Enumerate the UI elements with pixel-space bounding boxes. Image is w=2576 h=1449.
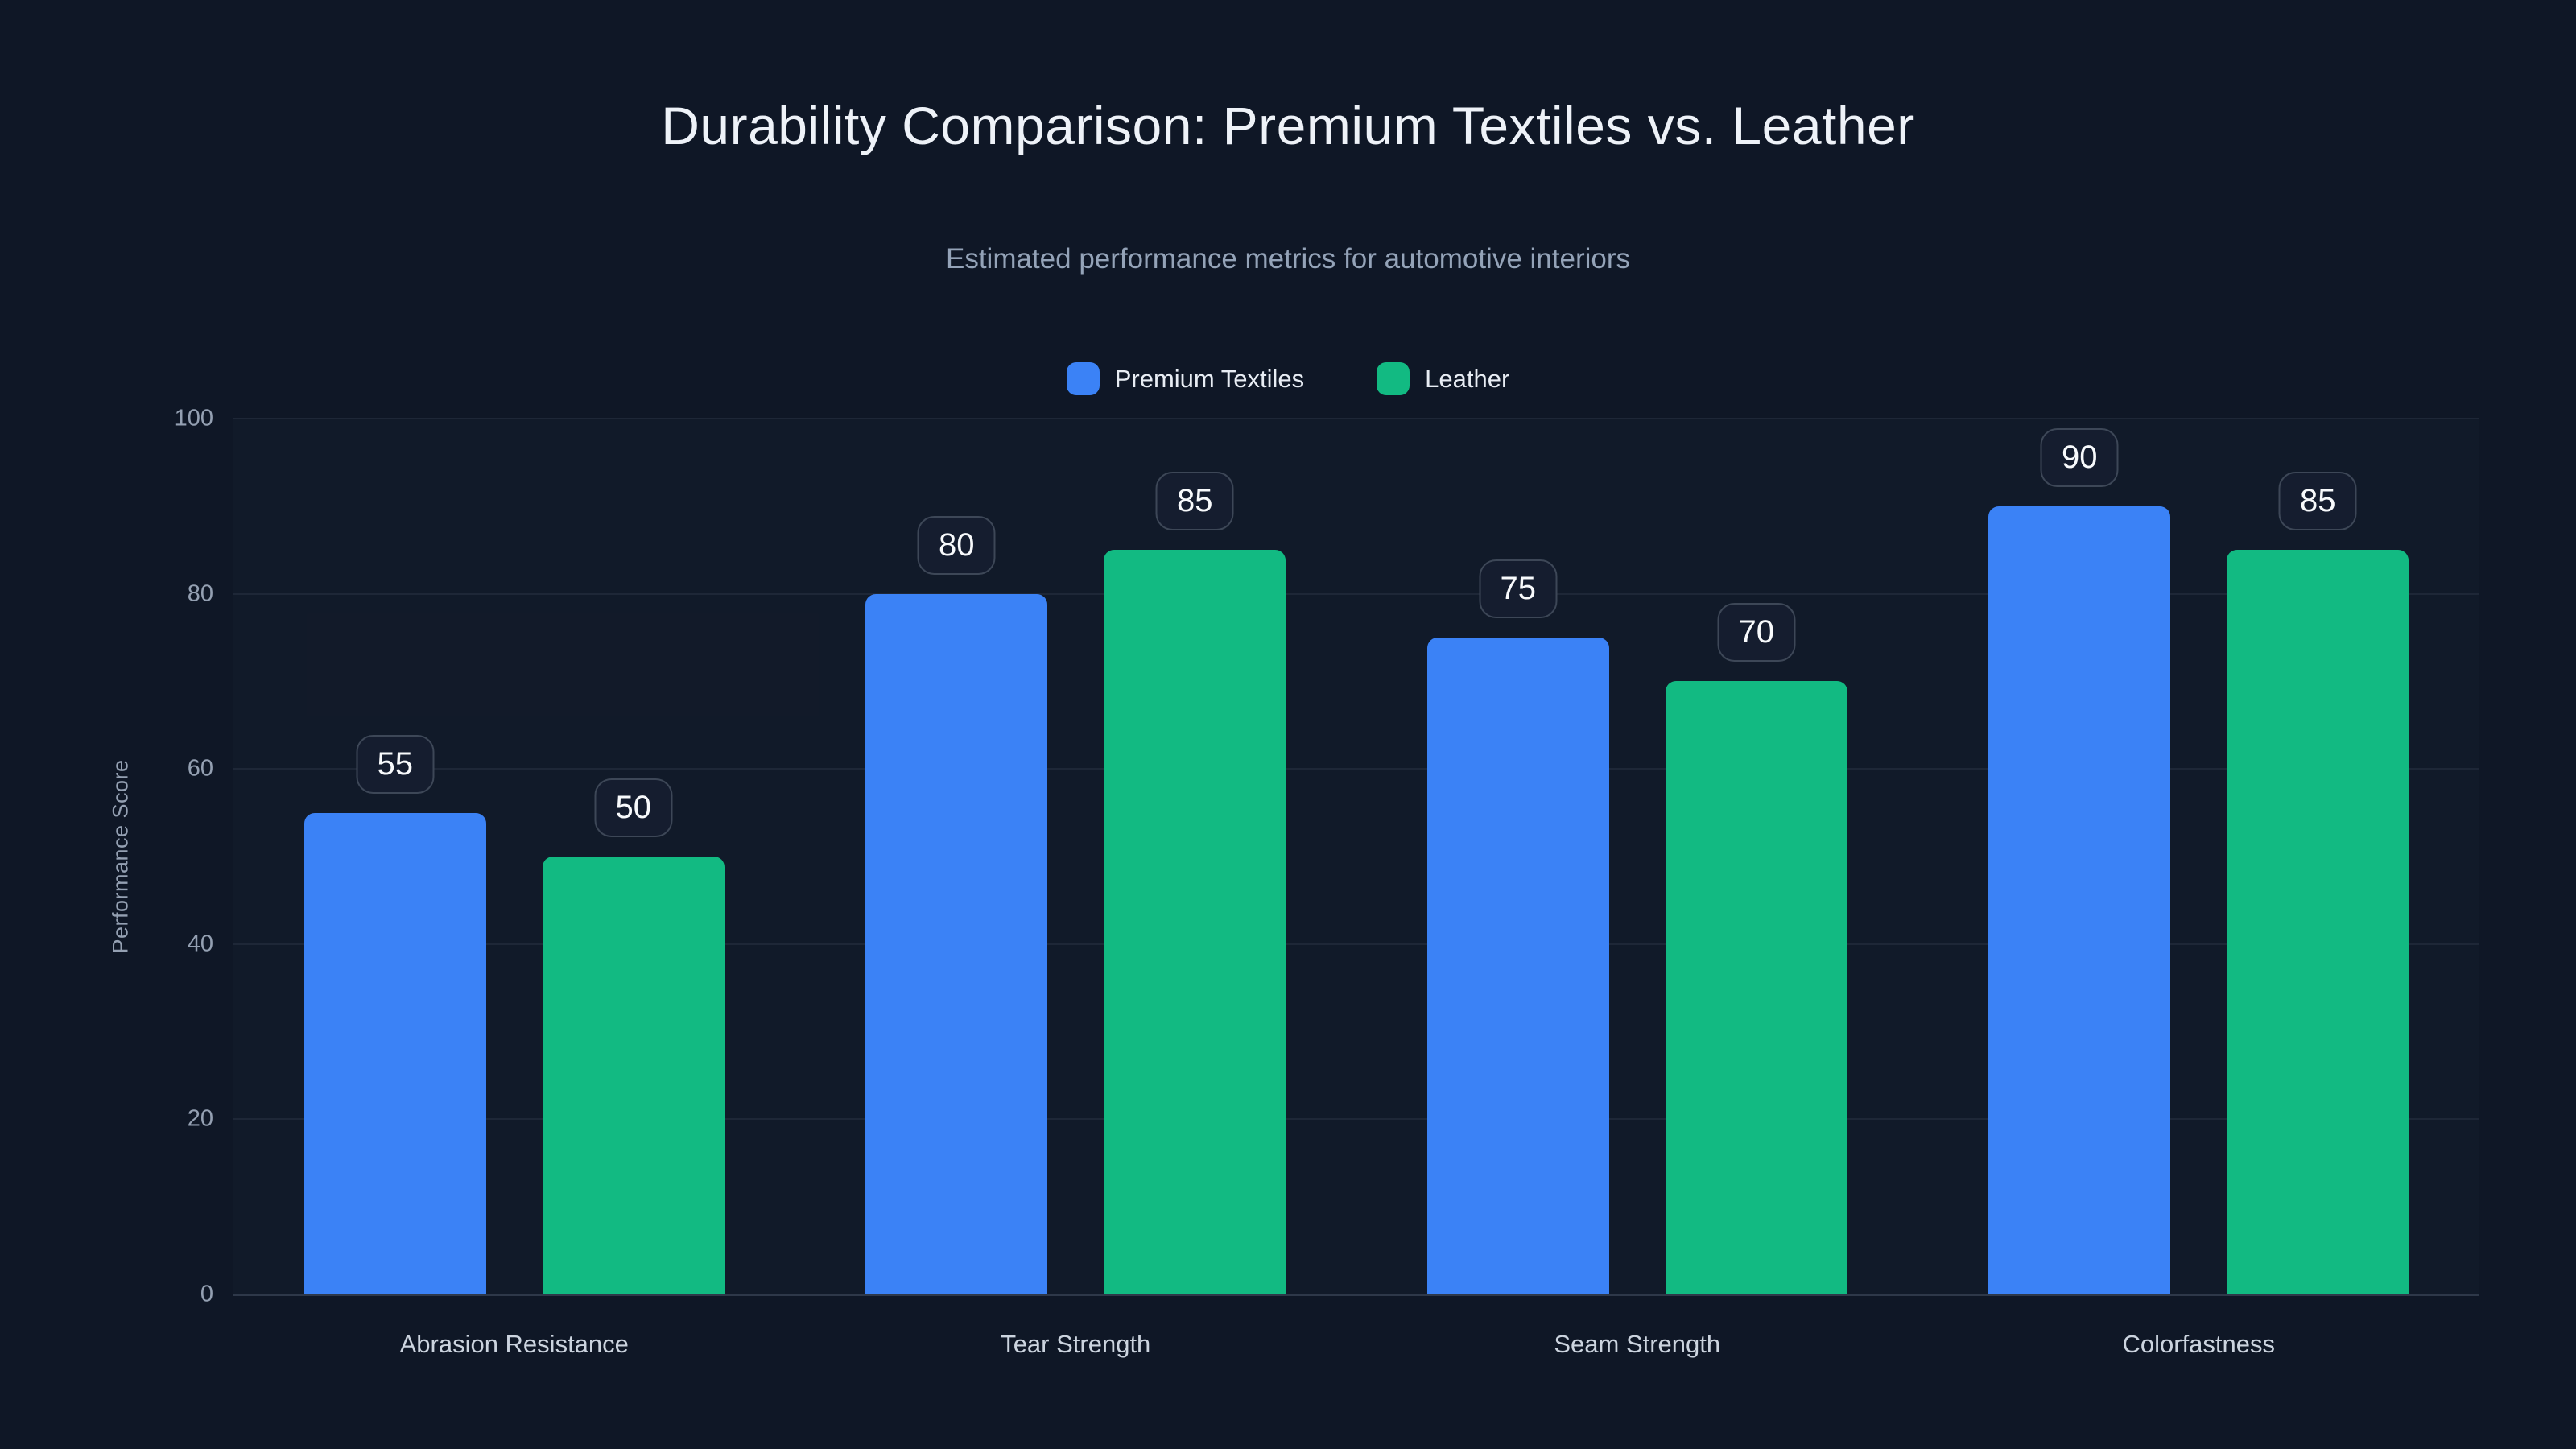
bar-premium-textiles-abrasion-resistance[interactable] [303, 812, 486, 1294]
legend-item-premium-textiles[interactable]: Premium Textiles [1066, 362, 1305, 395]
value-label-leather-abrasion-resistance: 50 [594, 778, 673, 837]
bar-leather-seam-strength[interactable] [1665, 681, 1847, 1294]
value-label-premium-textiles-tear-strength: 80 [917, 515, 996, 575]
legend: Premium Textiles Leather [0, 362, 2576, 395]
x-tick-label-tear-strength: Tear Strength [1001, 1330, 1151, 1358]
gridline-y-100 [233, 418, 2479, 419]
chart-title: Durability Comparison: Premium Textiles … [661, 96, 1915, 155]
x-axis-line [233, 1294, 2479, 1296]
legend-swatch-leather [1377, 362, 1410, 395]
bar-premium-textiles-colorfastness[interactable] [1988, 506, 2171, 1294]
y-tick-label-20: 20 [187, 1105, 213, 1132]
y-tick-label-80: 80 [187, 580, 213, 607]
gridline-y-60 [233, 768, 2479, 770]
value-label-leather-seam-strength: 70 [1717, 603, 1796, 663]
value-label-leather-colorfastness: 85 [2278, 472, 2357, 531]
y-axis-title: Performance Score [108, 759, 133, 954]
bar-leather-abrasion-resistance[interactable] [542, 857, 724, 1294]
chart-subtitle: Estimated performance metrics for automo… [945, 243, 1631, 275]
value-label-premium-textiles-abrasion-resistance: 55 [356, 734, 435, 794]
legend-item-leather[interactable]: Leather [1377, 362, 1509, 395]
legend-label: Premium Textiles [1114, 364, 1305, 393]
value-label-premium-textiles-colorfastness: 90 [2040, 427, 2119, 487]
bar-premium-textiles-seam-strength[interactable] [1426, 638, 1609, 1294]
bar-premium-textiles-tear-strength[interactable] [865, 593, 1048, 1294]
y-tick-label-100: 100 [174, 405, 213, 431]
value-label-leather-tear-strength: 85 [1155, 472, 1234, 531]
legend-swatch-premium-textiles [1066, 362, 1100, 395]
bar-leather-colorfastness[interactable] [2227, 550, 2409, 1294]
x-tick-label-colorfastness: Colorfastness [2122, 1330, 2276, 1358]
y-tick-label-40: 40 [187, 931, 213, 957]
y-tick-label-60: 60 [187, 755, 213, 782]
gridline-y-80 [233, 592, 2479, 595]
bar-leather-tear-strength[interactable] [1104, 550, 1286, 1294]
x-tick-label-seam-strength: Seam Strength [1554, 1330, 1721, 1358]
gridline-y-40 [233, 943, 2479, 945]
legend-label: Leather [1425, 364, 1510, 393]
value-label-premium-textiles-seam-strength: 75 [1479, 559, 1558, 618]
gridline-y-20 [233, 1118, 2479, 1121]
y-tick-label-0: 0 [200, 1281, 213, 1307]
x-tick-label-abrasion-resistance: Abrasion Resistance [399, 1330, 629, 1358]
